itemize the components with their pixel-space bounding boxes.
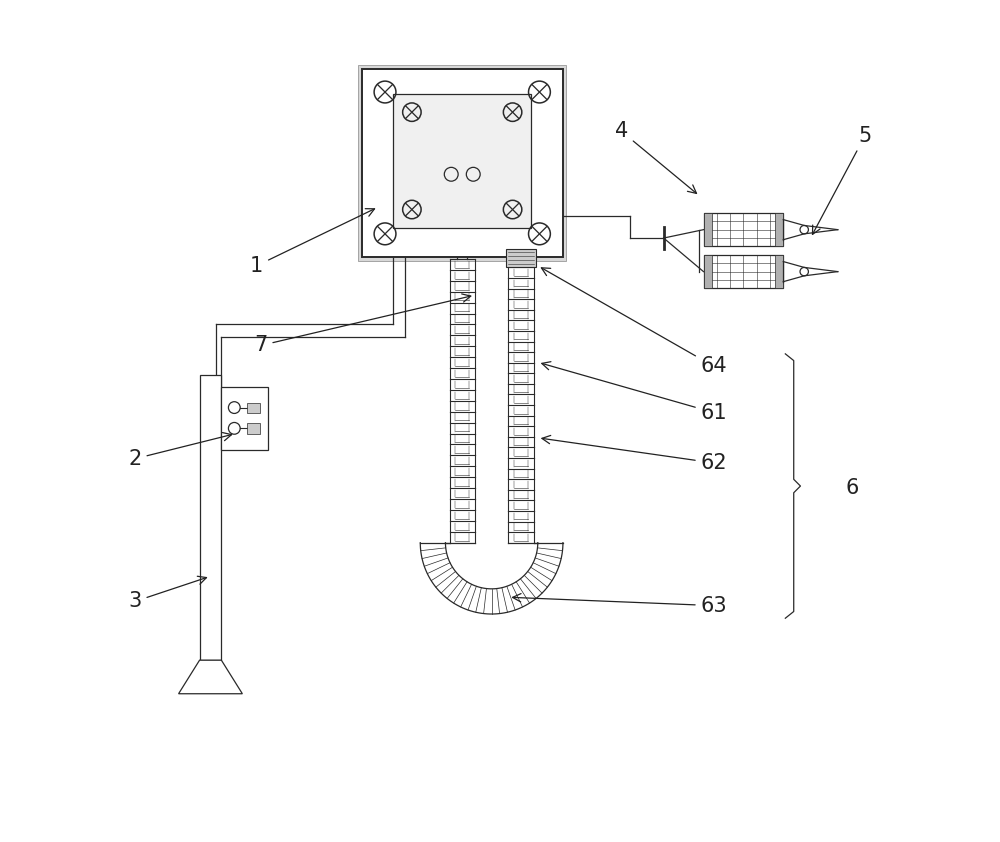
Text: 6: 6 — [846, 478, 859, 498]
Bar — [358, 65, 566, 261]
Bar — [775, 213, 783, 247]
Text: 2: 2 — [128, 433, 232, 469]
Text: 4: 4 — [615, 121, 697, 194]
Text: 3: 3 — [128, 576, 207, 611]
Bar — [200, 375, 221, 660]
Bar — [704, 213, 783, 247]
Bar — [506, 249, 536, 268]
Bar — [221, 387, 268, 450]
Text: 7: 7 — [254, 294, 471, 355]
Text: 62: 62 — [542, 435, 727, 473]
Bar — [704, 255, 783, 289]
Bar — [775, 255, 783, 289]
Text: 61: 61 — [542, 362, 727, 423]
Bar — [393, 93, 531, 228]
Text: 64: 64 — [541, 268, 727, 376]
Text: 1: 1 — [250, 209, 375, 275]
Text: 5: 5 — [812, 125, 872, 234]
Polygon shape — [179, 660, 242, 694]
Bar — [704, 255, 712, 289]
Text: 63: 63 — [513, 594, 727, 616]
Bar — [247, 424, 260, 434]
Bar — [704, 213, 712, 247]
Bar — [247, 402, 260, 413]
Bar — [362, 68, 563, 258]
